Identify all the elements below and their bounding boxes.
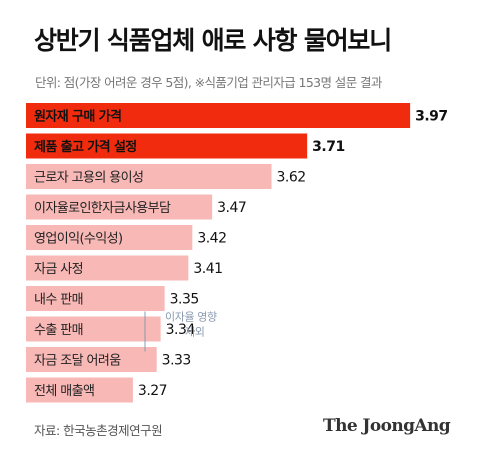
bar-row: 원자재 구매 가격 3.97: [26, 103, 448, 128]
category-label: 수출 판매: [34, 323, 83, 338]
value-label: 3.42: [197, 231, 226, 247]
bar: [26, 164, 272, 189]
source-note: 자료: 한국농촌경제연구원: [34, 423, 163, 438]
category-label: 원자재 구매 가격: [34, 110, 121, 125]
value-label: 3.41: [193, 261, 222, 277]
publisher-logo: The JoongAng: [323, 416, 451, 436]
value-label: 3.34: [166, 322, 196, 338]
category-label: 전체 매출액: [34, 384, 94, 399]
bar-row: 제품 출고 가격 설정 3.71: [26, 133, 345, 159]
value-label: 3.35: [170, 292, 199, 308]
bar: [26, 377, 133, 403]
bar-row: 전체 매출액 3.27: [26, 377, 168, 403]
bar: [26, 194, 213, 220]
category-label: 자금 조달 어려움: [34, 354, 121, 369]
bar-row: 내수 판매 3.35: [26, 286, 199, 311]
category-label: 근로자 고용의 용이성: [34, 171, 143, 186]
bar: [26, 133, 308, 159]
bar: [26, 103, 411, 128]
bar: [26, 316, 161, 342]
bar-row: 영업이익(수익성) 3.42: [26, 225, 227, 250]
bar-row: 자금 사정 3.41: [26, 255, 223, 281]
category-label: 내수 판매: [34, 293, 83, 308]
annotation-text: 제외: [185, 326, 204, 339]
bar-row: 근로자 고용의 용이성 3.62: [26, 164, 306, 189]
bar-row: 자금 조달 어려움 3.33: [26, 347, 191, 372]
value-label: 3.33: [162, 353, 191, 369]
category-label: 자금 사정: [34, 262, 83, 277]
bar: [26, 347, 157, 372]
chart-title: 상반기 식품업체 애로 사항 물어보니: [34, 26, 392, 55]
bar-row: 수출 판매 3.34: [26, 316, 196, 342]
bar: [26, 255, 189, 281]
chart-subtitle: 단위: 점(가장 어려운 경우 5점), ※식품기업 관리자급 153명 설문 …: [35, 75, 382, 90]
category-label: 영업이익(수익성): [34, 232, 122, 247]
annotation-text: 이자율 영향: [165, 311, 217, 324]
bar: [26, 225, 193, 250]
bar-row: 이자율로인한자금사용부담 3.47: [26, 194, 247, 220]
category-label: 이자율로인한자금사용부담: [34, 201, 171, 216]
value-label: 3.71: [312, 139, 345, 155]
bar: [26, 286, 165, 311]
category-label: 제품 출고 가격 설정: [34, 139, 137, 155]
value-label: 3.62: [277, 170, 306, 186]
value-label: 3.27: [138, 383, 167, 399]
value-label: 3.97: [415, 109, 448, 125]
value-label: 3.47: [217, 200, 246, 216]
